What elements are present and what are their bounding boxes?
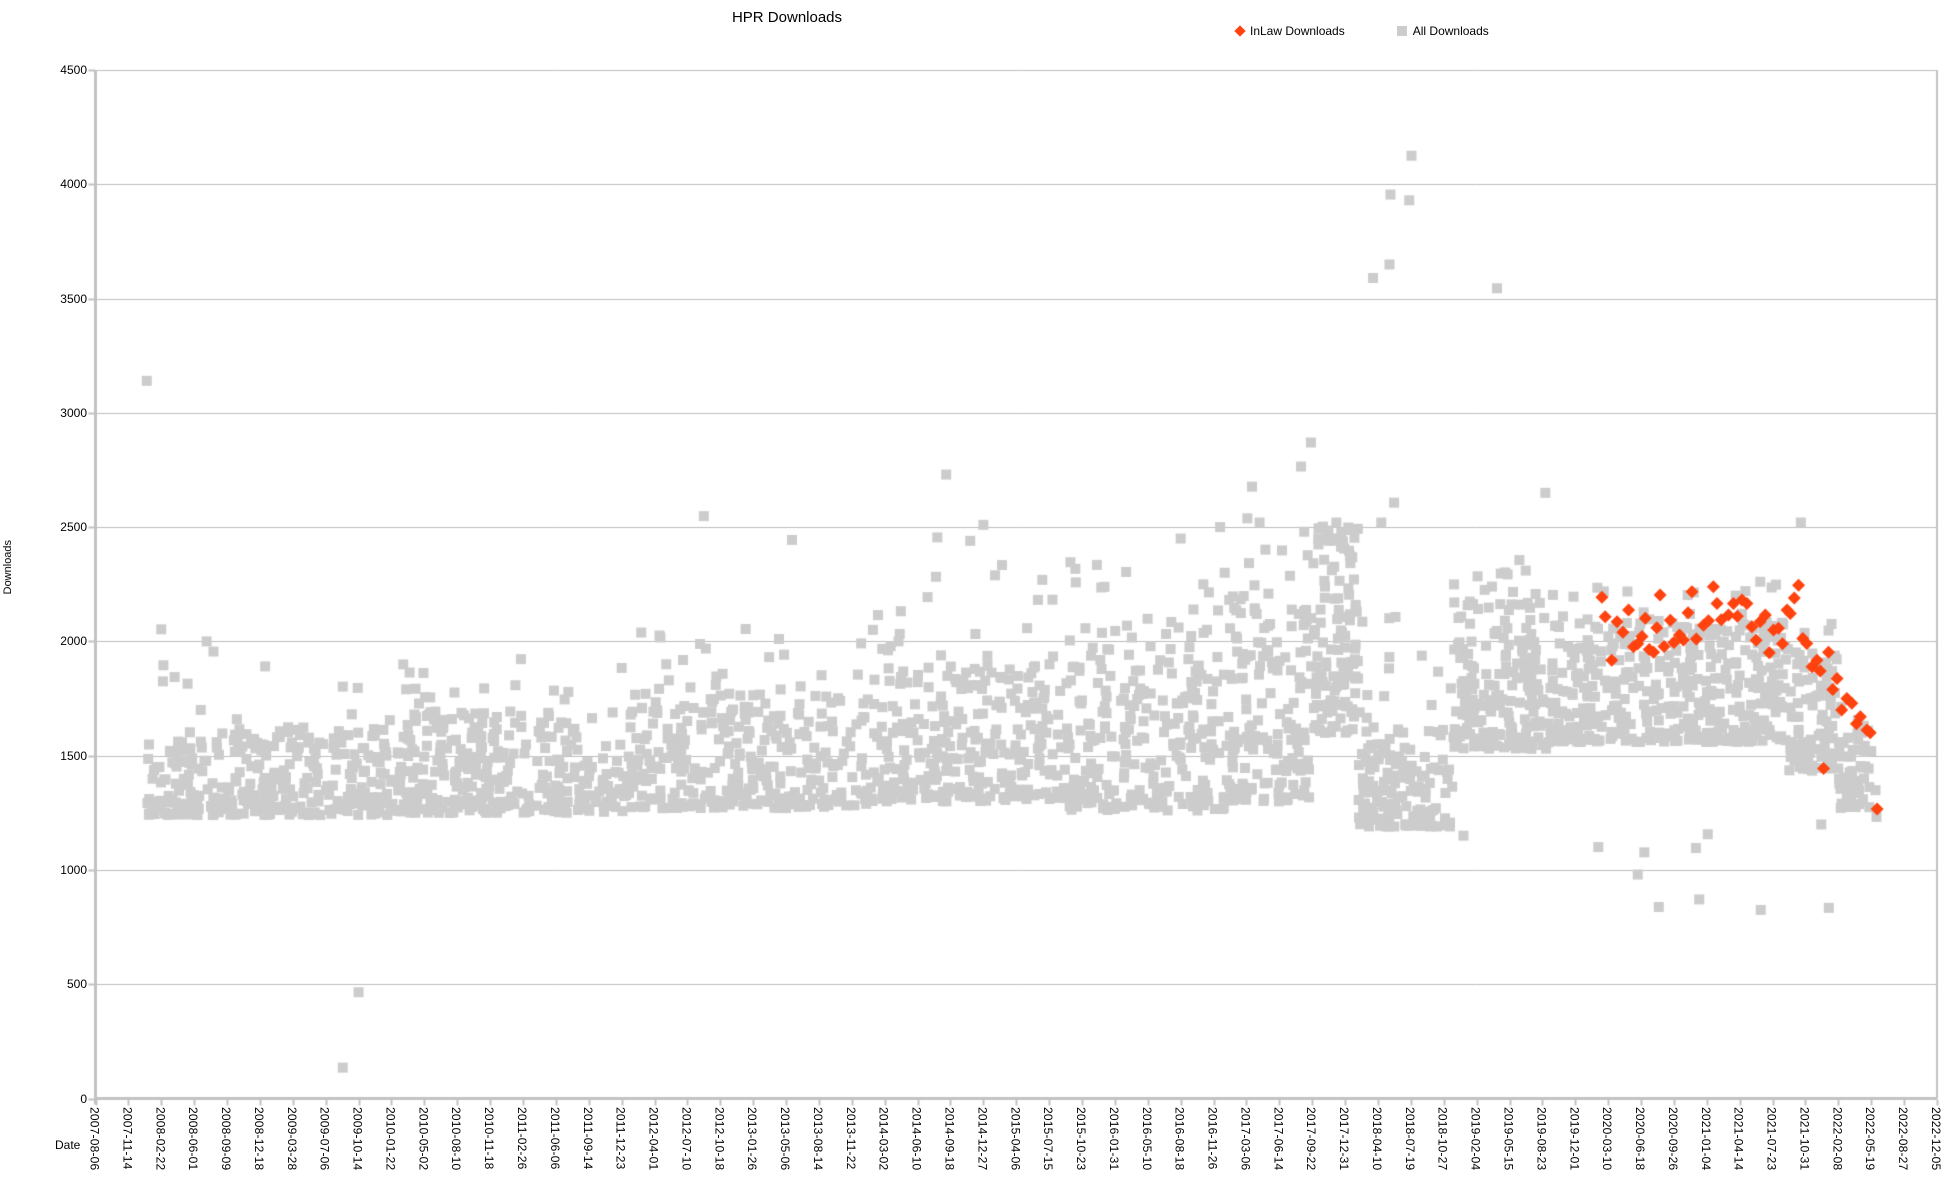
y-tick-label: 3000: [60, 405, 87, 420]
legend-item-inlaw-downloads: InLaw Downloads: [1234, 24, 1345, 38]
y-tick-label: 4500: [60, 63, 87, 77]
x-tick-label: 2013-11-22: [843, 1107, 858, 1170]
x-tick-label: 2014-12-27: [975, 1107, 990, 1171]
x-tick-label: 2017-03-06: [1238, 1107, 1253, 1171]
x-tick-label: 2009-10-14: [350, 1107, 365, 1171]
y-tick-label: 4000: [60, 177, 87, 192]
x-tick-label: 2018-10-27: [1435, 1107, 1450, 1171]
x-tick-label: 2017-06-14: [1271, 1107, 1286, 1171]
y-tick-label: 1500: [60, 748, 87, 763]
x-axis-title: Date: [55, 1138, 81, 1152]
x-tick-label: 2012-04-01: [646, 1107, 661, 1171]
y-tick-label: 1000: [60, 862, 87, 877]
x-tick-label: 2013-08-14: [810, 1107, 825, 1171]
x-tick-label: 2008-12-18: [251, 1107, 266, 1171]
x-tick-label: 2017-12-31: [1337, 1107, 1352, 1171]
x-tick-label: 2016-01-31: [1106, 1107, 1121, 1171]
x-tick-label: 2020-09-26: [1665, 1107, 1680, 1171]
legend: InLaw Downloads All Downloads: [1234, 24, 1489, 38]
x-tick-label: 2012-07-10: [679, 1107, 694, 1171]
x-tick-label: 2008-09-09: [219, 1107, 234, 1171]
x-tick-label: 2007-08-06: [87, 1107, 102, 1171]
x-tick-label: 2013-01-26: [745, 1107, 760, 1171]
x-tick-label: 2020-03-10: [1600, 1107, 1615, 1171]
x-tick-label: 2019-12-01: [1567, 1107, 1582, 1171]
x-tick-label: 2018-07-19: [1402, 1107, 1417, 1171]
x-tick-label: 2021-01-04: [1698, 1107, 1713, 1171]
x-tick-label: 2019-02-04: [1468, 1107, 1483, 1171]
x-tick-label: 2015-04-06: [1008, 1107, 1023, 1171]
x-tick-label: 2011-02-26: [514, 1107, 529, 1170]
x-tick-label: 2017-09-22: [1304, 1107, 1319, 1171]
y-tick-label: 0: [80, 1091, 87, 1106]
x-tick-label: 2010-11-18: [482, 1107, 497, 1170]
x-tick-label: 2019-08-23: [1534, 1107, 1549, 1171]
x-tick-label: 2014-03-02: [876, 1107, 891, 1171]
x-tick-label: 2021-10-31: [1797, 1107, 1812, 1171]
x-tick-label: 2010-01-22: [383, 1107, 398, 1171]
legend-label-inlaw: InLaw Downloads: [1250, 24, 1345, 38]
x-tick-label: 2011-09-14: [580, 1107, 595, 1170]
x-tick-label: 2011-06-06: [547, 1107, 562, 1170]
x-tick-label: 2009-07-06: [317, 1107, 332, 1171]
x-tick-label: 2014-06-10: [909, 1107, 924, 1171]
diamond-marker-icon: [1234, 25, 1246, 37]
x-tick-label: 2021-04-14: [1731, 1107, 1746, 1171]
y-axis-title: Downloads: [2, 540, 14, 595]
legend-label-all: All Downloads: [1412, 24, 1489, 38]
x-tick-label: 2016-11-26: [1205, 1107, 1220, 1170]
x-tick-label: 2010-05-02: [416, 1107, 431, 1171]
x-tick-label: 2018-04-10: [1369, 1107, 1384, 1171]
x-tick-label: 2021-07-23: [1764, 1107, 1779, 1171]
y-tick-label: 3500: [60, 291, 87, 306]
x-tick-label: 2014-09-18: [942, 1107, 957, 1171]
x-tick-label: 2009-03-28: [284, 1107, 299, 1171]
x-tick-label: 2008-02-22: [153, 1107, 168, 1171]
x-tick-label: 2019-05-15: [1501, 1107, 1516, 1171]
legend-item-all-downloads: All Downloads: [1396, 24, 1489, 38]
x-tick-label: 2015-07-15: [1041, 1107, 1056, 1171]
chart-title: HPR Downloads: [731, 9, 843, 26]
x-tick-label: 2016-05-10: [1139, 1107, 1154, 1171]
y-tick-label: 500: [66, 977, 87, 992]
x-tick-label: 2022-08-27: [1896, 1107, 1911, 1171]
x-tick-label: 2012-10-18: [712, 1107, 727, 1171]
x-tick-label: 2022-05-19: [1863, 1107, 1878, 1171]
x-tick-label: 2015-10-23: [1074, 1107, 1089, 1171]
x-tick-label: 2013-05-06: [778, 1107, 793, 1171]
x-tick-label: 2011-12-23: [613, 1107, 628, 1170]
x-tick-label: 2022-02-08: [1830, 1107, 1845, 1171]
x-tick-label: 2008-06-01: [186, 1107, 201, 1171]
x-tick-label: 2016-08-18: [1172, 1107, 1187, 1171]
x-tick-label: 2020-06-18: [1633, 1107, 1648, 1171]
x-tick-label: 2010-08-10: [449, 1107, 464, 1171]
y-tick-label: 2500: [60, 520, 87, 535]
square-marker-icon: [1396, 26, 1407, 36]
x-tick-label: 2007-11-14: [120, 1107, 135, 1170]
y-tick-label: 2000: [60, 634, 87, 649]
x-tick-label: 2022-12-05: [1929, 1107, 1943, 1171]
